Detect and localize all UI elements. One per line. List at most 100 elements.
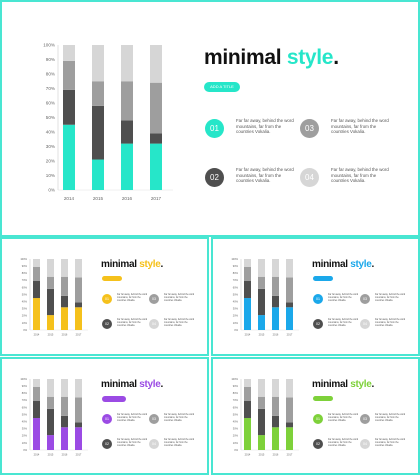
thumb-text-04: Far far away, behind the word mountains,… bbox=[375, 439, 406, 447]
thumb-circle-02: 02 bbox=[102, 439, 112, 449]
y-tick-label: 40% bbox=[46, 130, 55, 135]
bar-segment bbox=[244, 386, 251, 402]
y-tick-label: 60% bbox=[46, 101, 55, 106]
bar-segment bbox=[47, 288, 54, 316]
thumbnail-slide-green[interactable]: 0% 10% 20% 30% 40% 50% 60% 70% 80% 90% 100% 2014 201… bbox=[211, 357, 420, 475]
thumb-text-01: Far far away, behind the word mountains,… bbox=[117, 294, 148, 302]
thumbnail-slide-yellow[interactable]: 0% 10% 20% 30% 40% 50% 60% 70% 80% 90% 100% 2014 201… bbox=[0, 237, 209, 356]
thumb-text-03: Far far away, behind the word mountains,… bbox=[375, 414, 406, 422]
thumbnail-chart-purple: 0% 10% 20% 30% 40% 50% 60% 70% 80% 90% 100% 2014 201… bbox=[20, 377, 88, 457]
bar-segment bbox=[47, 315, 54, 330]
thumb-title-purple: minimal style. bbox=[101, 379, 163, 390]
bar-segment bbox=[258, 288, 265, 316]
item-02-circle: 02 bbox=[205, 168, 224, 187]
bar-segment bbox=[286, 307, 293, 330]
y-tick-label: 20% bbox=[233, 314, 239, 318]
bar-segment bbox=[63, 124, 75, 190]
main-slide[interactable]: 0% 10% 20% 30% 40% 50% 60% 70% 80% 90% 100% 2014 201… bbox=[0, 0, 420, 237]
thumb-pill-blue[interactable] bbox=[313, 276, 333, 281]
bar-segment bbox=[47, 379, 54, 397]
thumb-text-02: Far far away, behind the word mountains,… bbox=[117, 319, 148, 327]
y-tick-label: 0% bbox=[234, 448, 238, 452]
bar-segment bbox=[47, 259, 54, 277]
thumb-circle-03: 03 bbox=[360, 414, 370, 424]
y-tick-label: 20% bbox=[22, 434, 28, 438]
x-tick-label: 2015 bbox=[48, 453, 54, 457]
x-tick-label: 2016 bbox=[273, 333, 279, 337]
bar-segment bbox=[61, 307, 68, 330]
y-tick-label: 50% bbox=[233, 412, 239, 416]
bar-segment bbox=[286, 427, 293, 450]
bar-segment bbox=[258, 435, 265, 450]
y-tick-label: 50% bbox=[233, 292, 239, 296]
thumb-title-accent: style bbox=[139, 259, 161, 270]
bar-segment bbox=[47, 396, 54, 409]
item-04-circle: 04 bbox=[300, 168, 319, 187]
thumb-circle-02: 02 bbox=[102, 319, 112, 329]
x-tick-label: 2014 bbox=[34, 333, 40, 337]
y-tick-label: 50% bbox=[46, 115, 55, 120]
y-tick-label: 30% bbox=[22, 427, 28, 431]
item-01-text: Far far away, behind the word mountains,… bbox=[236, 118, 294, 135]
thumb-circle-04: 04 bbox=[149, 319, 159, 329]
bar-segment bbox=[92, 45, 104, 82]
thumb-text-04: Far far away, behind the word mountains,… bbox=[164, 439, 195, 447]
thumb-title-green: minimal style. bbox=[312, 379, 374, 390]
bar-segment bbox=[75, 379, 82, 398]
thumb-pill-green[interactable] bbox=[313, 396, 333, 401]
bar-segment bbox=[61, 379, 68, 397]
thumb-text-04: Far far away, behind the word mountains,… bbox=[164, 319, 195, 327]
bar-segment bbox=[63, 89, 75, 125]
thumb-title-dot: . bbox=[160, 259, 163, 270]
bar-segment bbox=[244, 401, 251, 419]
x-tick-label: 2017 bbox=[76, 453, 82, 457]
bar-segment bbox=[258, 315, 265, 330]
thumbnail-slide-blue[interactable]: 0% 10% 20% 30% 40% 50% 60% 70% 80% 90% 100% 2014 201… bbox=[211, 237, 420, 356]
y-tick-label: 100% bbox=[20, 377, 27, 381]
thumb-title-main: minimal bbox=[312, 259, 348, 270]
x-tick-label: 2014 bbox=[245, 453, 251, 457]
y-tick-label: 10% bbox=[22, 321, 28, 325]
bar-segment bbox=[286, 259, 293, 278]
bar-segment bbox=[121, 81, 133, 121]
y-tick-label: 40% bbox=[22, 300, 28, 304]
y-tick-label: 100% bbox=[231, 377, 238, 381]
y-tick-label: 80% bbox=[22, 391, 28, 395]
y-tick-label: 0% bbox=[23, 448, 27, 452]
thumb-title-accent: style bbox=[350, 259, 372, 270]
x-tick-label: 2014 bbox=[64, 196, 75, 201]
y-tick-label: 80% bbox=[22, 271, 28, 275]
bar-segment bbox=[61, 427, 68, 450]
thumb-pill-purple[interactable] bbox=[102, 396, 126, 402]
add-title-button[interactable]: ADD A TITLE bbox=[204, 82, 240, 92]
bar-segment bbox=[75, 422, 82, 428]
bar-segment bbox=[258, 408, 265, 436]
y-tick-label: 70% bbox=[46, 86, 55, 91]
title-main: minimal bbox=[204, 46, 282, 69]
bar-segment bbox=[61, 295, 68, 308]
thumb-circle-02: 02 bbox=[313, 319, 323, 329]
bar-segment bbox=[75, 277, 82, 303]
thumb-title-main: minimal bbox=[101, 379, 137, 390]
thumbnail-slide-purple[interactable]: 0% 10% 20% 30% 40% 50% 60% 70% 80% 90% 100% 2014 201… bbox=[0, 357, 209, 475]
thumb-circle-03: 03 bbox=[149, 414, 159, 424]
thumb-text-02: Far far away, behind the word mountains,… bbox=[328, 319, 359, 327]
bar-segment bbox=[33, 266, 40, 282]
bar-segment bbox=[244, 281, 251, 299]
bar-segment bbox=[150, 143, 162, 190]
y-tick-label: 90% bbox=[22, 264, 28, 268]
bar-segment bbox=[150, 45, 162, 83]
bar-segment bbox=[286, 397, 293, 423]
x-tick-label: 2017 bbox=[76, 333, 82, 337]
bar-segment bbox=[244, 418, 251, 450]
thumb-title-accent: style bbox=[139, 379, 161, 390]
thumb-title-yellow: minimal style. bbox=[101, 259, 163, 270]
thumb-pill-yellow[interactable] bbox=[102, 276, 122, 281]
bar-segment bbox=[75, 302, 82, 308]
y-tick-label: 0% bbox=[234, 328, 238, 332]
bar-segment bbox=[272, 396, 279, 416]
y-tick-label: 0% bbox=[23, 328, 27, 332]
bar-segment bbox=[244, 259, 251, 267]
bar-segment bbox=[258, 259, 265, 277]
bar-segment bbox=[33, 259, 40, 267]
